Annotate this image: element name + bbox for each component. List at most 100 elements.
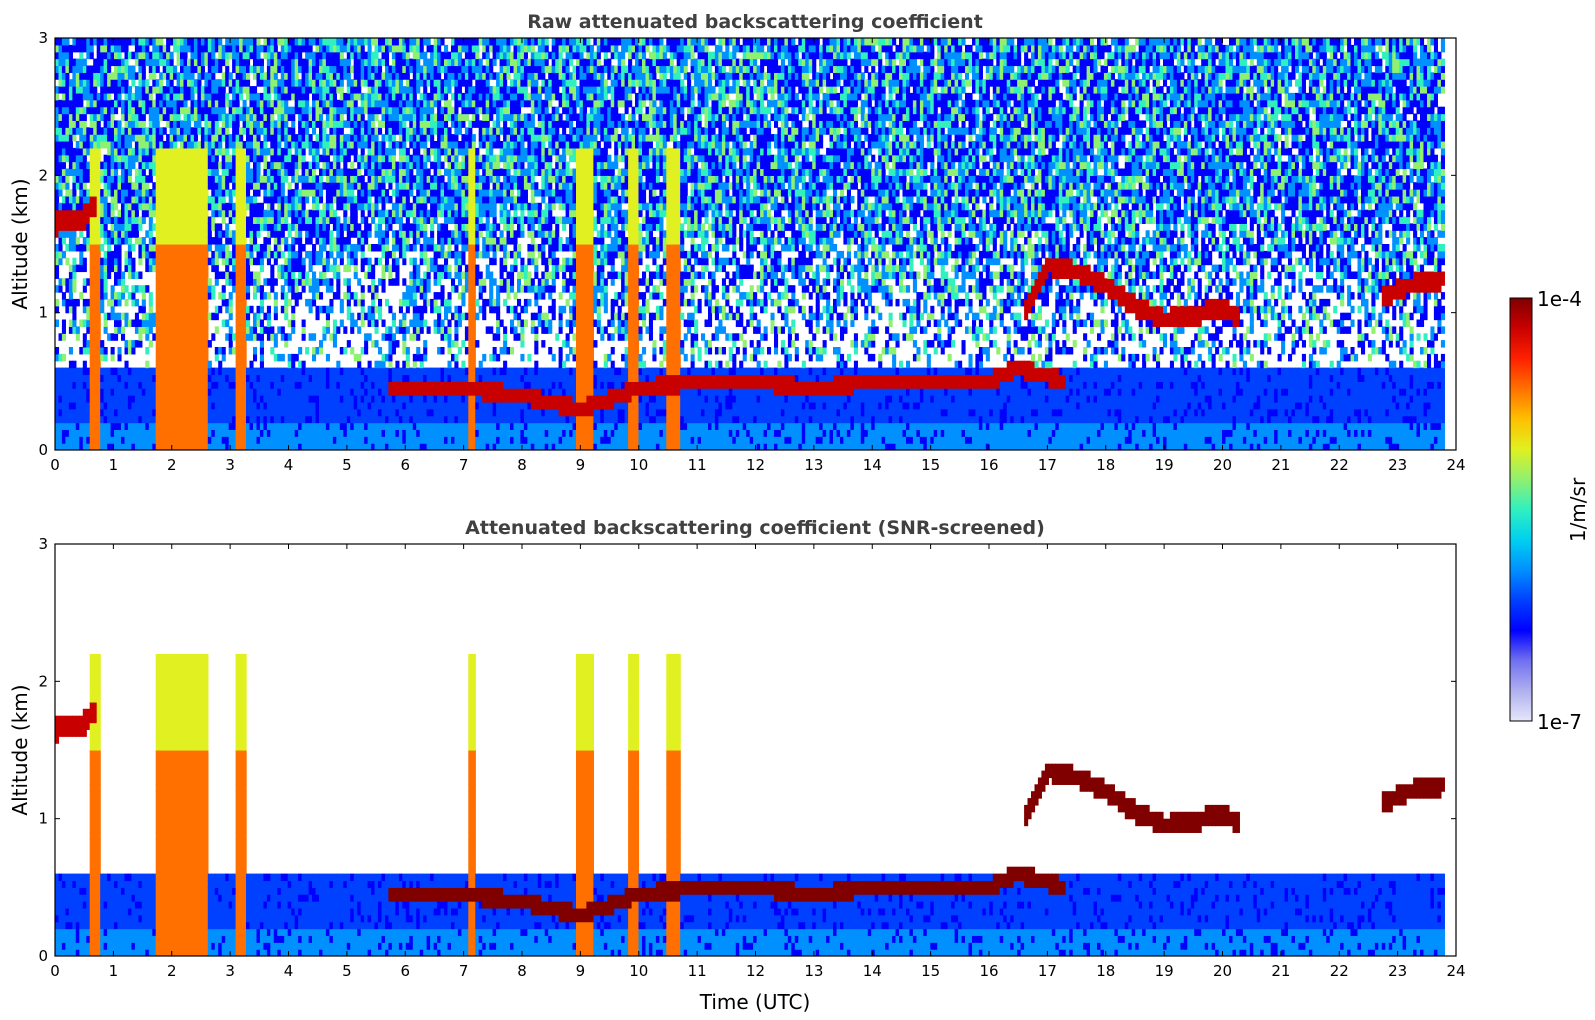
heat-cell xyxy=(322,127,326,134)
heat-cell xyxy=(236,223,240,230)
heat-cell xyxy=(277,175,281,182)
heat-cell xyxy=(302,169,306,176)
heat-cell xyxy=(173,182,177,189)
heat-cell xyxy=(225,258,229,265)
heat-cell xyxy=(357,423,361,430)
heat-cell xyxy=(322,182,326,189)
heat-cell xyxy=(104,223,108,230)
heat-cell xyxy=(131,162,135,169)
heat-cell xyxy=(270,155,274,162)
heat-cell xyxy=(378,395,382,402)
heat-cell xyxy=(270,251,274,258)
heat-cell xyxy=(312,52,316,59)
heat-cell xyxy=(250,148,254,155)
heat-cell xyxy=(336,388,340,395)
heat-cell xyxy=(246,217,250,224)
heat-cell xyxy=(375,306,379,313)
heat-cell xyxy=(368,402,372,409)
heat-cell xyxy=(149,86,153,93)
heat-cell xyxy=(395,93,399,100)
heat-cell xyxy=(253,169,257,176)
heat-cell xyxy=(232,134,236,141)
heat-cell xyxy=(201,244,205,251)
heat-cell xyxy=(246,93,250,100)
heat-cell xyxy=(302,148,306,155)
heat-cell xyxy=(104,107,108,114)
heat-cell xyxy=(302,72,306,79)
heat-cell xyxy=(298,79,302,86)
heat-cell xyxy=(250,423,254,430)
heat-cell xyxy=(354,258,358,265)
heat-cell xyxy=(55,320,59,327)
heat-cell xyxy=(97,72,101,79)
heat-cell xyxy=(76,148,80,155)
heat-cell xyxy=(270,189,274,196)
heat-cell xyxy=(298,114,302,121)
heat-cell xyxy=(76,93,80,100)
heat-cell xyxy=(263,237,267,244)
heat-cell xyxy=(62,203,66,210)
heat-cell xyxy=(97,361,101,368)
heat-cell xyxy=(395,416,399,423)
heat-cell xyxy=(229,326,233,333)
heat-cell xyxy=(239,292,243,299)
heat-cell xyxy=(149,175,153,182)
heat-cell xyxy=(184,272,188,279)
heat-cell xyxy=(111,306,115,313)
heat-cell xyxy=(208,79,212,86)
heat-cell xyxy=(208,381,212,388)
heat-cell xyxy=(357,72,361,79)
heat-cell xyxy=(97,429,101,436)
heat-cell xyxy=(55,381,59,388)
heat-cell xyxy=(284,244,288,251)
heat-cell xyxy=(236,429,240,436)
heat-cell xyxy=(159,402,163,409)
heat-cell xyxy=(343,237,347,244)
heat-cell xyxy=(354,93,358,100)
heat-cell xyxy=(218,107,222,114)
heat-cell xyxy=(284,223,288,230)
heat-cell xyxy=(159,416,163,423)
heat-cell xyxy=(357,278,361,285)
heat-cell xyxy=(131,320,135,327)
heat-cell xyxy=(291,66,295,73)
heat-cell xyxy=(350,320,354,327)
heat-cell xyxy=(364,134,368,141)
heat-cell xyxy=(197,169,201,176)
heat-cell xyxy=(281,189,285,196)
heat-cell xyxy=(364,127,368,134)
heat-cell xyxy=(184,368,188,375)
heat-cell xyxy=(277,409,281,416)
heat-cell xyxy=(284,210,288,217)
heat-cell xyxy=(253,326,257,333)
heat-cell xyxy=(364,203,368,210)
heat-cell xyxy=(201,436,205,443)
heat-cell xyxy=(329,203,333,210)
heat-cell xyxy=(274,59,278,66)
heat-cell xyxy=(208,182,212,189)
heat-cell xyxy=(260,148,264,155)
heat-cell xyxy=(284,265,288,272)
heat-cell xyxy=(159,368,163,375)
heat-cell xyxy=(277,436,281,443)
heat-cell xyxy=(322,210,326,217)
heat-cell xyxy=(197,320,201,327)
heat-cell xyxy=(184,388,188,395)
heat-cell xyxy=(55,244,59,251)
heat-cell xyxy=(184,114,188,121)
heat-cell xyxy=(166,114,170,121)
heat-cell xyxy=(302,388,306,395)
heat-cell xyxy=(72,320,76,327)
heat-cell xyxy=(357,388,361,395)
heat-cell xyxy=(364,59,368,66)
heat-cell xyxy=(97,347,101,354)
heat-cell xyxy=(156,141,160,148)
heat-cell xyxy=(121,203,125,210)
heat-cell xyxy=(253,66,257,73)
heat-cell xyxy=(357,313,361,320)
heat-cell xyxy=(135,169,139,176)
heat-cell xyxy=(173,368,177,375)
heat-cell xyxy=(368,436,372,443)
heat-cell xyxy=(180,299,184,306)
heat-cell xyxy=(395,361,399,368)
